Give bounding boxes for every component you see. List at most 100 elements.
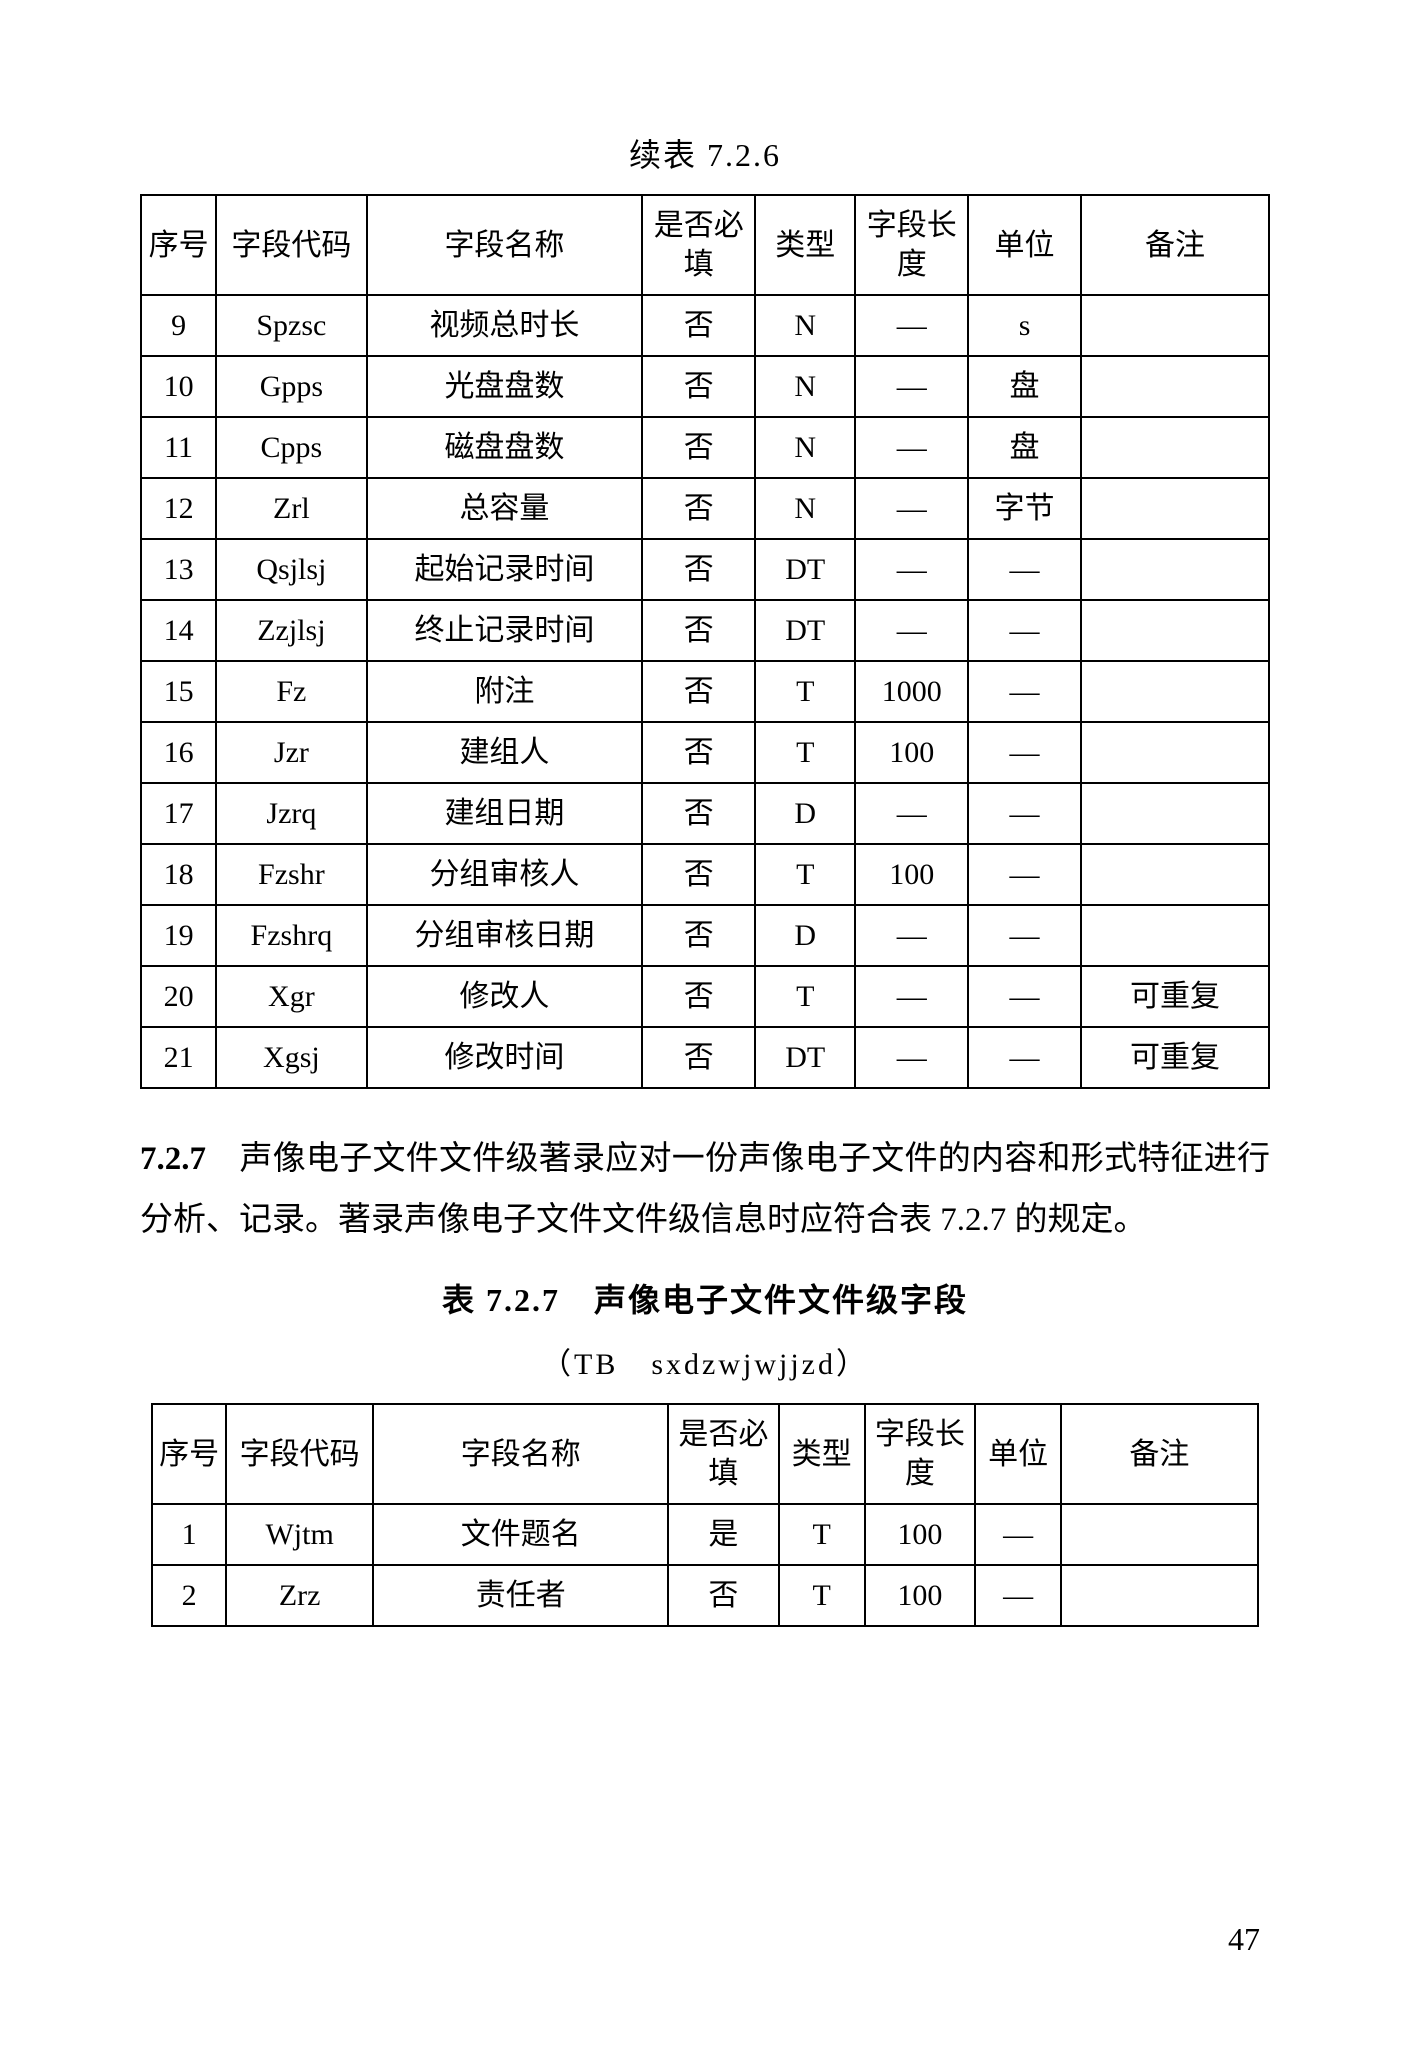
table-cell: 修改时间 [367,1027,643,1088]
table-cell: D [755,905,855,966]
page: 续表 7.2.6 序号 字段代码 字段名称 是否必填 类型 字段长度 单位 备注… [0,0,1410,2048]
table-cell [1081,905,1269,966]
table-cell: 视频总时长 [367,295,643,356]
table-cell: — [975,1565,1061,1626]
table-cell: 否 [642,1027,755,1088]
table-cell: — [855,600,968,661]
table-cell: T [755,722,855,783]
table2-caption-text: 声像电子文件文件级字段 [560,1282,968,1318]
table-row: 13Qsjlsj起始记录时间否DT—— [141,539,1269,600]
table-cell: — [855,356,968,417]
table-cell: — [968,844,1081,905]
table-cell: N [755,295,855,356]
table-cell: — [975,1504,1061,1565]
table-cell: Jzrq [216,783,366,844]
table-row: 10Gpps光盘盘数否N—盘 [141,356,1269,417]
th-unit: 单位 [975,1404,1061,1504]
table-cell: N [755,478,855,539]
paragraph-text: 声像电子文件文件级著录应对一份声像电子文件的内容和形式特征进行分析、记录。著录声… [140,1141,1270,1238]
table-cell: 100 [865,1504,976,1565]
table-cell [1081,783,1269,844]
table-cell: 19 [141,905,216,966]
table-cell: Zrl [216,478,366,539]
table-cell: Jzr [216,722,366,783]
table-cell: s [968,295,1081,356]
table-cell: 责任者 [373,1565,668,1626]
table-cell [1081,478,1269,539]
table-cell: — [968,966,1081,1027]
table-cell: 否 [668,1565,779,1626]
table-cell: 光盘盘数 [367,356,643,417]
table-cell: Fz [216,661,366,722]
table-cell: 否 [642,295,755,356]
table-cell: 否 [642,539,755,600]
table-cell: 2 [152,1565,226,1626]
table-cell: DT [755,1027,855,1088]
table-cell: 10 [141,356,216,417]
table-cell: — [855,905,968,966]
table2-caption: 表 7.2.7 声像电子文件文件级字段 [140,1275,1270,1321]
table-cell: Xgsj [216,1027,366,1088]
table2-caption-prefix: 表 7.2.7 [442,1282,560,1318]
th-note: 备注 [1061,1404,1258,1504]
th-type: 类型 [755,195,855,295]
table-cell: 否 [642,722,755,783]
paragraph-727: 7.2.7 声像电子文件文件级著录应对一份声像电子文件的内容和形式特征进行分析、… [140,1129,1270,1251]
table-cell: — [855,1027,968,1088]
table-cell: N [755,356,855,417]
table-row: 14Zzjlsj终止记录时间否DT—— [141,600,1269,661]
table2-header-row: 序号 字段代码 字段名称 是否必填 类型 字段长度 单位 备注 [152,1404,1257,1504]
table-cell: D [755,783,855,844]
table-cell [1081,356,1269,417]
th-req: 是否必填 [668,1404,779,1504]
table1: 序号 字段代码 字段名称 是否必填 类型 字段长度 单位 备注 9Spzsc视频… [140,194,1270,1089]
table-cell: 文件题名 [373,1504,668,1565]
table-cell: 9 [141,295,216,356]
table-cell: T [779,1504,865,1565]
table-cell: — [968,539,1081,600]
table-cell: 建组人 [367,722,643,783]
table-cell: 可重复 [1081,966,1269,1027]
table-cell: 15 [141,661,216,722]
table-cell: Zrz [226,1565,373,1626]
table-cell: 盘 [968,417,1081,478]
table-cell: 否 [642,661,755,722]
table-cell: DT [755,600,855,661]
table-row: 16Jzr建组人否T100— [141,722,1269,783]
table-cell: — [855,783,968,844]
table-cell: 100 [855,722,968,783]
table-cell: 否 [642,478,755,539]
table-cell: 13 [141,539,216,600]
table-row: 19Fzshrq分组审核日期否D—— [141,905,1269,966]
table-cell [1081,661,1269,722]
table1-header-row: 序号 字段代码 字段名称 是否必填 类型 字段长度 单位 备注 [141,195,1269,295]
table-cell: N [755,417,855,478]
table-cell: 可重复 [1081,1027,1269,1088]
table-cell: 附注 [367,661,643,722]
table-cell: T [755,844,855,905]
th-len: 字段长度 [855,195,968,295]
th-code: 字段代码 [216,195,366,295]
th-seq: 序号 [141,195,216,295]
table-cell: — [968,783,1081,844]
table-cell: 否 [642,417,755,478]
table-row: 17Jzrq建组日期否D—— [141,783,1269,844]
table-cell: — [855,478,968,539]
table-row: 21Xgsj修改时间否DT——可重复 [141,1027,1269,1088]
table-cell: 起始记录时间 [367,539,643,600]
page-number: 47 [1228,1921,1260,1958]
table-cell: 否 [642,783,755,844]
table-cell: Fzshr [216,844,366,905]
table-cell: Wjtm [226,1504,373,1565]
table-cell: 盘 [968,356,1081,417]
table-cell: — [855,966,968,1027]
th-seq: 序号 [152,1404,226,1504]
table1-caption: 续表 7.2.6 [140,130,1270,176]
th-type: 类型 [779,1404,865,1504]
table-cell: 磁盘盘数 [367,417,643,478]
table-cell: Zzjlsj [216,600,366,661]
table-row: 15Fz附注否T1000— [141,661,1269,722]
th-name: 字段名称 [367,195,643,295]
table-cell: 否 [642,356,755,417]
table-cell: 1000 [855,661,968,722]
